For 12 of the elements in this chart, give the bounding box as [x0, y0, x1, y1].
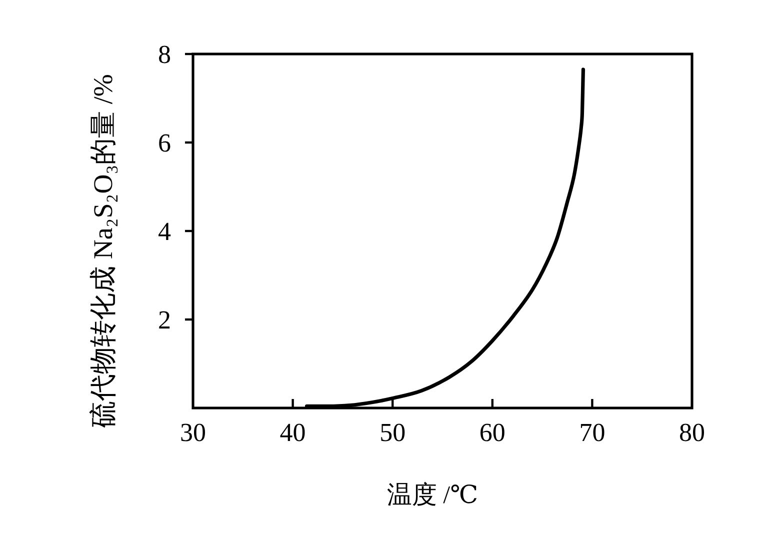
xtick-label: 40 — [280, 418, 306, 447]
xtick-label: 70 — [579, 418, 606, 447]
xtick-label: 30 — [180, 418, 206, 447]
ytick-label: 4 — [158, 217, 171, 246]
ytick-label: 2 — [158, 306, 171, 334]
ylabel: 硫代物转化成 Na₂S₂O₃的量 /% — [88, 74, 118, 428]
xtick-label: 80 — [679, 418, 705, 447]
ytick-label: 8 — [158, 40, 171, 69]
xlabel: 温度 /℃ — [386, 482, 478, 509]
ytick-label: 6 — [158, 128, 171, 158]
xtick-label: 60 — [479, 418, 506, 447]
xtick-label: 50 — [380, 418, 406, 447]
